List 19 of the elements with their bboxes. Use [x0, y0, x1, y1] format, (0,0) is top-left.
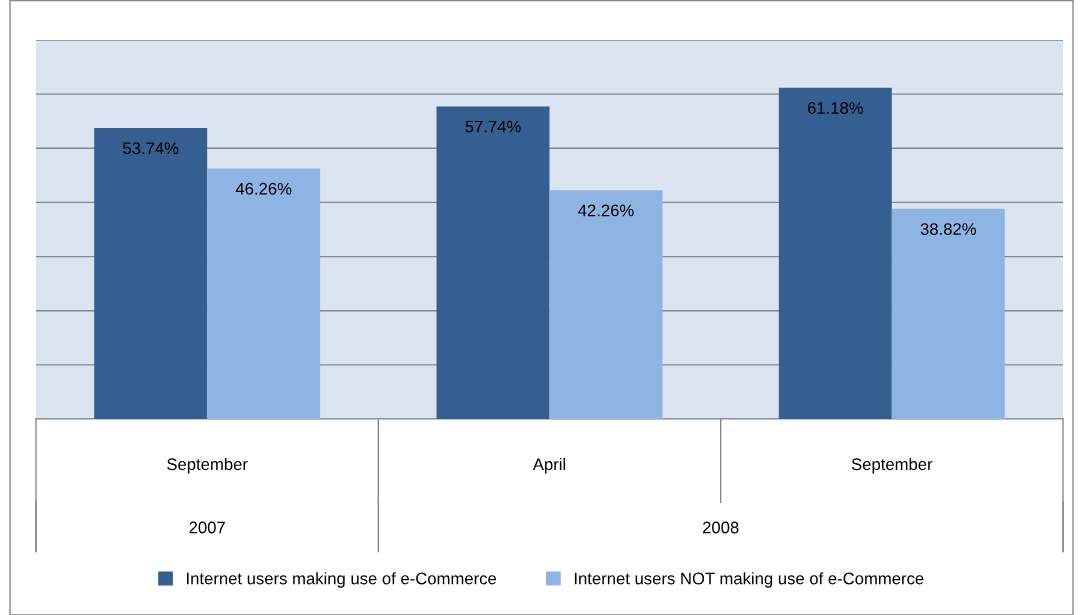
x-tick-label: April: [532, 457, 566, 474]
data-label: 38.82%: [920, 223, 976, 235]
data-label: 53.74%: [123, 142, 179, 155]
bar: [778, 87, 892, 419]
x-tick-label: September: [851, 457, 933, 474]
data-label: 42.26%: [578, 204, 634, 217]
x-tick-label: September: [167, 457, 248, 474]
bar: [549, 190, 663, 419]
bar: [207, 168, 321, 419]
text: 2007: [189, 521, 225, 534]
data-label: 46.26%: [235, 182, 292, 195]
text: 2008: [702, 521, 739, 534]
bar: [891, 208, 1005, 419]
data-label: 61.18%: [807, 102, 864, 114]
bar: [94, 128, 208, 419]
bar: [436, 106, 550, 419]
data-label: 57.74%: [465, 120, 521, 133]
legend-label: Internet users NOT making use of e-Commerce: [574, 572, 924, 588]
legend-label: Internet users making use of e-Commerce: [187, 572, 497, 588]
